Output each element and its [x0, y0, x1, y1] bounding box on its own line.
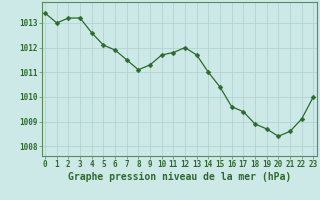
X-axis label: Graphe pression niveau de la mer (hPa): Graphe pression niveau de la mer (hPa)	[68, 172, 291, 182]
